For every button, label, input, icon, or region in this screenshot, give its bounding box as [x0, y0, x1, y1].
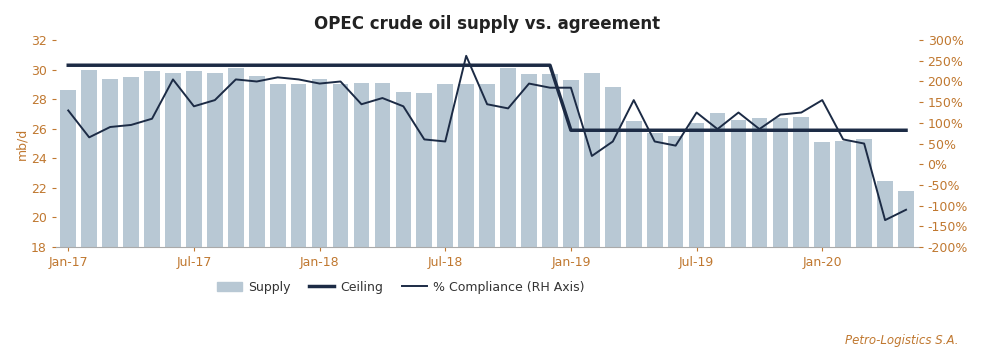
- Bar: [898, 191, 914, 247]
- Bar: [312, 78, 327, 247]
- Bar: [605, 87, 620, 247]
- Bar: [60, 90, 76, 247]
- Bar: [836, 141, 851, 247]
- Y-axis label: mb/d: mb/d: [15, 127, 28, 160]
- Bar: [437, 84, 453, 247]
- Bar: [102, 78, 118, 247]
- Bar: [752, 118, 768, 247]
- Bar: [793, 117, 809, 247]
- Bar: [354, 83, 370, 247]
- Bar: [375, 83, 390, 247]
- Bar: [395, 92, 411, 247]
- Bar: [667, 136, 683, 247]
- Bar: [877, 180, 893, 247]
- Bar: [332, 84, 348, 247]
- Text: Petro-Logistics S.A.: Petro-Logistics S.A.: [845, 334, 958, 347]
- Bar: [730, 120, 746, 247]
- Bar: [689, 123, 705, 247]
- Bar: [82, 70, 97, 247]
- Bar: [249, 76, 264, 247]
- Bar: [773, 118, 788, 247]
- Bar: [270, 84, 285, 247]
- Bar: [480, 84, 495, 247]
- Bar: [186, 71, 202, 247]
- Bar: [165, 73, 181, 247]
- Bar: [500, 68, 516, 247]
- Bar: [458, 84, 474, 247]
- Bar: [291, 84, 307, 247]
- Bar: [207, 73, 223, 247]
- Bar: [417, 93, 433, 247]
- Bar: [563, 80, 579, 247]
- Bar: [647, 133, 663, 247]
- Bar: [123, 77, 139, 247]
- Bar: [856, 139, 872, 247]
- Bar: [228, 68, 244, 247]
- Bar: [542, 74, 557, 247]
- Bar: [626, 121, 642, 247]
- Bar: [145, 71, 160, 247]
- Bar: [710, 112, 725, 247]
- Title: OPEC crude oil supply vs. agreement: OPEC crude oil supply vs. agreement: [315, 15, 661, 33]
- Bar: [584, 73, 600, 247]
- Bar: [521, 74, 537, 247]
- Legend: Supply, Ceiling, % Compliance (RH Axis): Supply, Ceiling, % Compliance (RH Axis): [211, 276, 590, 299]
- Bar: [814, 142, 830, 247]
